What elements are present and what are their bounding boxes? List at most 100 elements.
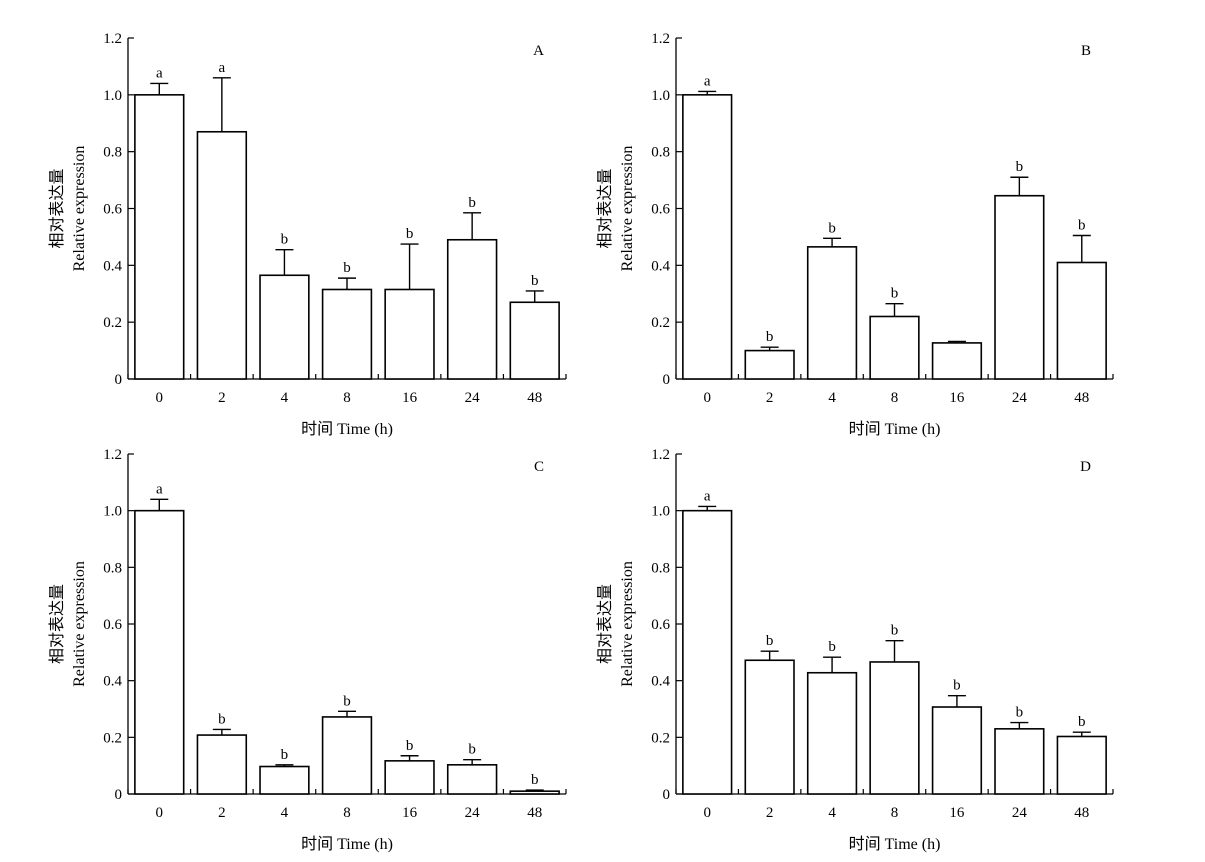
y-tick-label: 0.8 xyxy=(651,560,670,576)
bar xyxy=(321,716,373,795)
bar xyxy=(384,760,435,795)
y-tick-label: 1.2 xyxy=(103,447,122,463)
significance-label: b xyxy=(766,329,774,345)
significance-label: b xyxy=(953,678,961,694)
bar xyxy=(1056,261,1107,380)
bar xyxy=(994,194,1045,380)
y-axis-title-cn: 相对表达量 xyxy=(48,584,66,664)
bar xyxy=(384,288,435,380)
bar xyxy=(446,238,498,380)
bar xyxy=(509,790,560,795)
bar xyxy=(1056,735,1107,795)
bar xyxy=(744,349,795,380)
bar xyxy=(196,130,248,380)
y-tick-label: 1.0 xyxy=(651,504,670,520)
x-tick-label: 8 xyxy=(343,390,351,406)
significance-label: b xyxy=(468,742,476,758)
y-tick-label: 0 xyxy=(115,787,123,803)
x-tick-label: 16 xyxy=(949,805,965,821)
bar xyxy=(806,246,858,380)
bar xyxy=(869,315,920,380)
significance-label: a xyxy=(156,481,163,497)
significance-label: b xyxy=(1078,217,1086,233)
x-tick-label: 4 xyxy=(828,805,836,821)
bar xyxy=(806,671,858,795)
y-tick-label: 0.4 xyxy=(103,674,122,690)
bar xyxy=(509,301,560,380)
significance-label: b xyxy=(468,195,476,211)
bar xyxy=(869,661,920,795)
chart-panel-c: 0 0.2 0.4 0.6 0.8 1.0 1.2 a 0 b 2 b 4 b 8 b 16 b 24 b 48 C 时间 … xyxy=(48,447,567,853)
x-tick-label: 2 xyxy=(766,805,774,821)
bar xyxy=(682,509,733,795)
bar xyxy=(744,659,795,795)
y-tick-label: 1.2 xyxy=(651,31,670,47)
y-tick-label: 1.2 xyxy=(103,31,122,47)
x-tick-label: 24 xyxy=(465,805,481,821)
y-tick-label: 0.2 xyxy=(103,315,122,331)
y-tick-label: 0.2 xyxy=(651,730,670,746)
x-tick-label: 4 xyxy=(281,805,289,821)
x-tick-label: 16 xyxy=(402,805,418,821)
y-axis-title-cn: 相对表达量 xyxy=(596,584,614,664)
x-tick-label: 16 xyxy=(949,390,965,406)
significance-label: b xyxy=(218,711,226,727)
bar xyxy=(196,734,248,795)
significance-label: b xyxy=(343,693,351,709)
significance-label: a xyxy=(704,488,711,504)
y-tick-label: 1.0 xyxy=(651,88,670,104)
y-tick-label: 0.6 xyxy=(651,617,670,633)
panel-label: A xyxy=(533,43,544,59)
y-tick-label: 0.2 xyxy=(651,315,670,331)
y-tick-label: 0.8 xyxy=(103,145,122,161)
x-tick-label: 0 xyxy=(156,805,164,821)
significance-label: a xyxy=(704,73,711,89)
y-tick-label: 0 xyxy=(115,372,123,388)
y-tick-label: 0.2 xyxy=(103,730,122,746)
x-axis-title: 时间 Time (h) xyxy=(301,835,393,853)
x-tick-label: 24 xyxy=(465,390,481,406)
bar xyxy=(931,706,983,795)
x-tick-label: 48 xyxy=(527,390,542,406)
bar xyxy=(446,764,498,795)
bar xyxy=(134,509,185,795)
significance-label: b xyxy=(1016,705,1024,721)
y-tick-label: 0 xyxy=(663,372,671,388)
bar xyxy=(321,288,373,380)
significance-label: b xyxy=(1016,159,1024,175)
x-tick-label: 8 xyxy=(891,390,899,406)
y-tick-label: 0.8 xyxy=(651,145,670,161)
significance-label: b xyxy=(281,232,289,248)
x-tick-label: 8 xyxy=(343,805,351,821)
significance-label: a xyxy=(156,65,163,81)
y-tick-label: 0.8 xyxy=(103,560,122,576)
y-axis-title-en: Relative expression xyxy=(619,146,636,272)
bar xyxy=(259,274,310,380)
y-tick-label: 0.4 xyxy=(651,674,670,690)
bar xyxy=(134,94,185,380)
x-tick-label: 2 xyxy=(218,805,226,821)
x-tick-label: 0 xyxy=(703,390,711,406)
significance-label: b xyxy=(343,260,351,276)
x-tick-label: 48 xyxy=(1074,390,1089,406)
y-axis-title-cn: 相对表达量 xyxy=(48,168,66,248)
x-tick-label: 8 xyxy=(891,805,899,821)
significance-label: b xyxy=(891,286,899,302)
panel-label: B xyxy=(1081,43,1091,59)
y-tick-label: 1.0 xyxy=(103,504,122,520)
x-tick-label: 4 xyxy=(828,390,836,406)
significance-label: b xyxy=(766,633,774,649)
bar xyxy=(931,342,983,380)
y-tick-label: 0.4 xyxy=(103,258,122,274)
panel-label: D xyxy=(1080,459,1091,475)
x-tick-label: 2 xyxy=(218,390,226,406)
x-tick-label: 48 xyxy=(1074,805,1089,821)
significance-label: b xyxy=(531,273,539,289)
x-tick-label: 48 xyxy=(527,805,542,821)
panel-label: C xyxy=(534,459,544,475)
x-axis-title: 时间 Time (h) xyxy=(849,835,941,853)
significance-label: b xyxy=(828,220,836,236)
significance-label: b xyxy=(281,747,289,763)
significance-label: b xyxy=(828,639,836,655)
